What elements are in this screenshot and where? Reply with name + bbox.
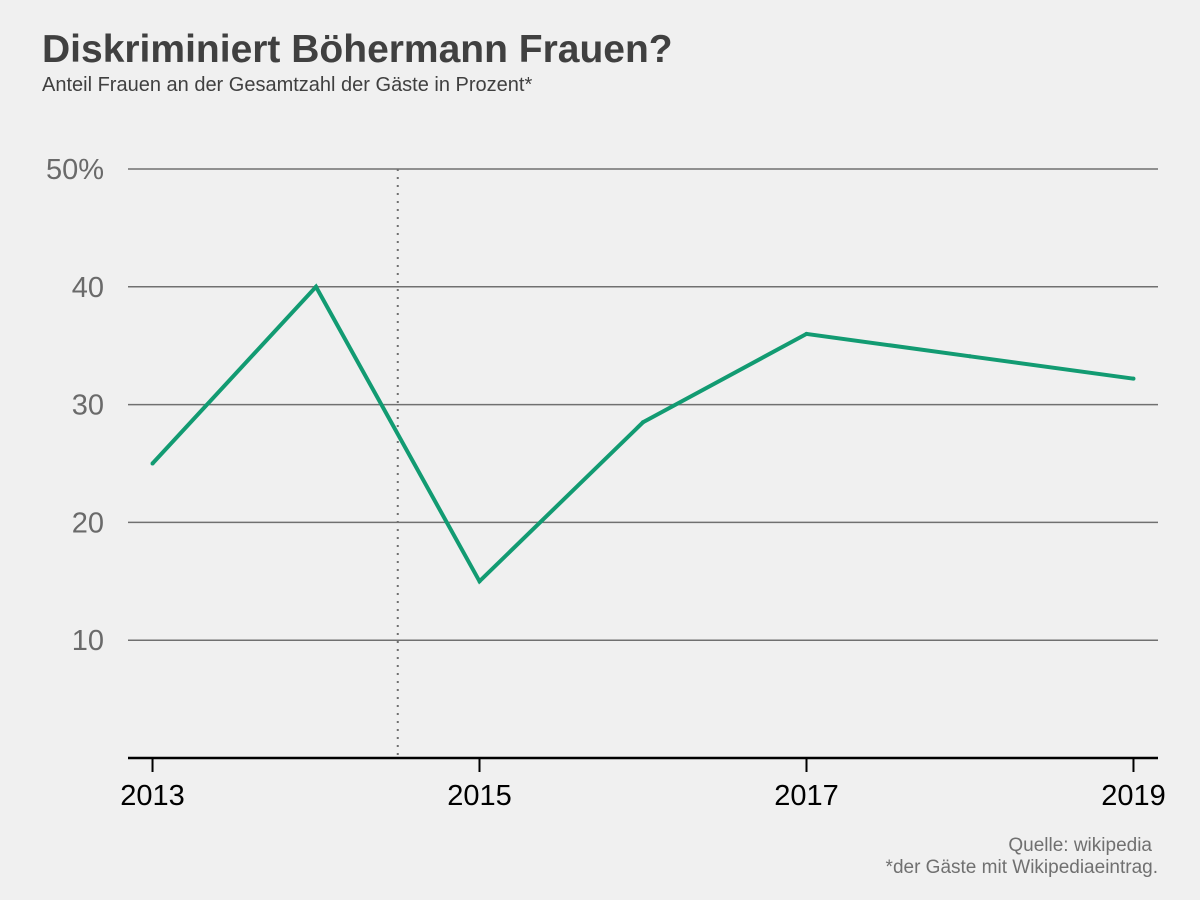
x-tick-label: 2013 (120, 780, 185, 812)
y-tick-label: 20 (72, 507, 104, 539)
data-point-2019 (1131, 376, 1136, 381)
x-tick-label: 2015 (447, 780, 512, 812)
data-point-2015 (477, 579, 482, 584)
series-layer (150, 283, 1136, 585)
data-point-2013 (150, 461, 155, 466)
source-note: Quelle: wikipedia (1008, 835, 1152, 856)
data-point-2017 (804, 331, 809, 336)
y-tick-label: 50% (46, 154, 104, 186)
series-line (151, 283, 1134, 585)
chart-title: Diskriminiert Böhermann Frauen? (42, 28, 673, 71)
x-tick-label: 2019 (1101, 780, 1166, 812)
footnote: *der Gäste mit Wikipediaeintrag. (885, 857, 1158, 878)
data-point-2014 (314, 284, 319, 289)
chart-subtitle: Anteil Frauen an der Gesamtzahl der Gäst… (42, 74, 533, 96)
x-axis (128, 756, 1158, 772)
data-point-2016 (641, 420, 645, 425)
y-tick-label: 40 (72, 272, 104, 304)
y-tick-label: 30 (72, 390, 104, 422)
y-axis-labels: 10 20 30 40 50% (46, 154, 104, 657)
x-tick-label: 2017 (774, 780, 839, 812)
gridlines (128, 168, 1158, 641)
data-point-2018 (967, 354, 972, 359)
x-axis-labels: 2013 2015 2017 2019 (120, 780, 1165, 812)
y-tick-label: 10 (72, 625, 104, 657)
